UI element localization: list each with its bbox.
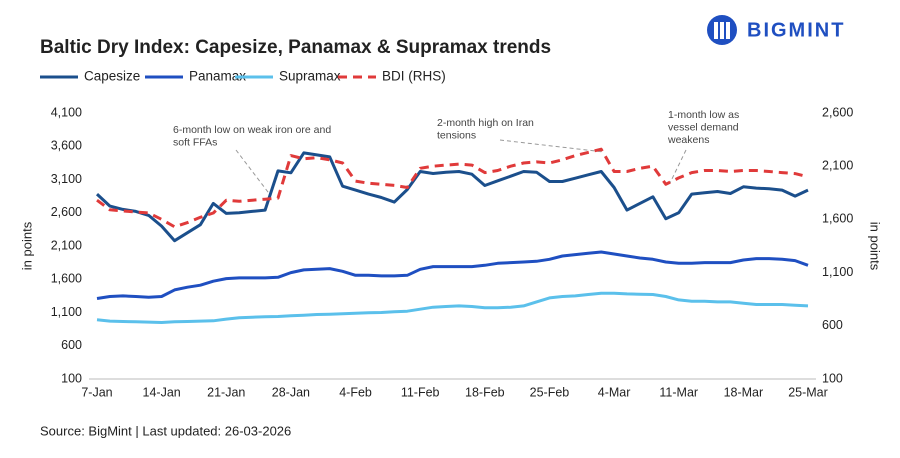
source: Source: BigMint | Last updated: 26-03-20… <box>40 423 291 438</box>
y-tick-label: 2,100 <box>51 238 82 252</box>
annotation: 6-month low on weak iron ore and <box>173 124 331 136</box>
y2-tick-label: 1,100 <box>822 265 853 279</box>
arrow <box>235 149 272 197</box>
x-tick-label: 21-Jan <box>207 385 245 399</box>
y-tick-label: 4,100 <box>51 105 82 119</box>
x-tick-label: 14-Jan <box>143 385 181 399</box>
annotation: weakens <box>667 134 709 146</box>
y2-tick-label: 100 <box>822 371 843 385</box>
x-tick-label: 18-Feb <box>465 385 505 399</box>
x-tick-label: 25-Feb <box>530 385 570 399</box>
annotation: soft FFAs <box>173 136 217 148</box>
x-tick-label: 18-Mar <box>724 385 764 399</box>
legend-label: Panamax <box>189 69 246 84</box>
logo: BIGMINT <box>707 15 845 45</box>
x-tick-label: 4-Feb <box>339 385 372 399</box>
y-tick-label: 2,600 <box>51 205 82 219</box>
arrow <box>499 139 605 153</box>
x-tick-label: 25-Mar <box>788 385 828 399</box>
annotation-arrows <box>235 139 687 197</box>
y-axis-label: in points <box>19 221 34 270</box>
x-tick-label: 11-Mar <box>659 385 698 399</box>
series-line <box>96 250 809 300</box>
y-tick-label: 3,100 <box>51 172 82 186</box>
y-tick-label: 600 <box>61 338 82 352</box>
x-tick-label: 7-Jan <box>81 385 112 399</box>
chart-title: Baltic Dry Index: Capesize, Panamax & Su… <box>40 37 551 58</box>
legend-label: Supramax <box>279 69 341 84</box>
brand: BIGMINT <box>747 19 845 41</box>
annotation: vessel demand <box>668 121 739 133</box>
series-line <box>95 151 809 243</box>
annotation: tensions <box>437 129 476 141</box>
logo-icon <box>714 22 718 39</box>
legend-label: Capesize <box>84 69 140 84</box>
x-tick-label: 4-Mar <box>598 385 631 399</box>
y-tick-label: 1,600 <box>51 272 82 286</box>
y-tick-label: 1,100 <box>51 305 82 319</box>
y2-tick-label: 2,600 <box>822 105 853 119</box>
series-line <box>96 291 809 324</box>
y-tick-label: 100 <box>61 371 82 385</box>
arrow <box>669 149 687 184</box>
y2-tick-label: 1,600 <box>822 212 853 226</box>
logo-icon <box>726 22 730 39</box>
x-tick-label: 28-Jan <box>272 385 310 399</box>
y2-tick-label: 2,100 <box>822 158 853 172</box>
logo-icon <box>720 22 724 39</box>
series-line <box>96 147 809 229</box>
annotation: 1-month low as <box>668 109 739 121</box>
y-tick-label: 3,600 <box>51 139 82 153</box>
y2-tick-label: 600 <box>822 318 843 332</box>
y2-axis-label: in points <box>868 222 883 271</box>
x-tick-label: 11-Feb <box>401 385 440 399</box>
annotation: 2-month high on Iran <box>437 117 534 129</box>
legend-label: BDI (RHS) <box>382 69 446 84</box>
